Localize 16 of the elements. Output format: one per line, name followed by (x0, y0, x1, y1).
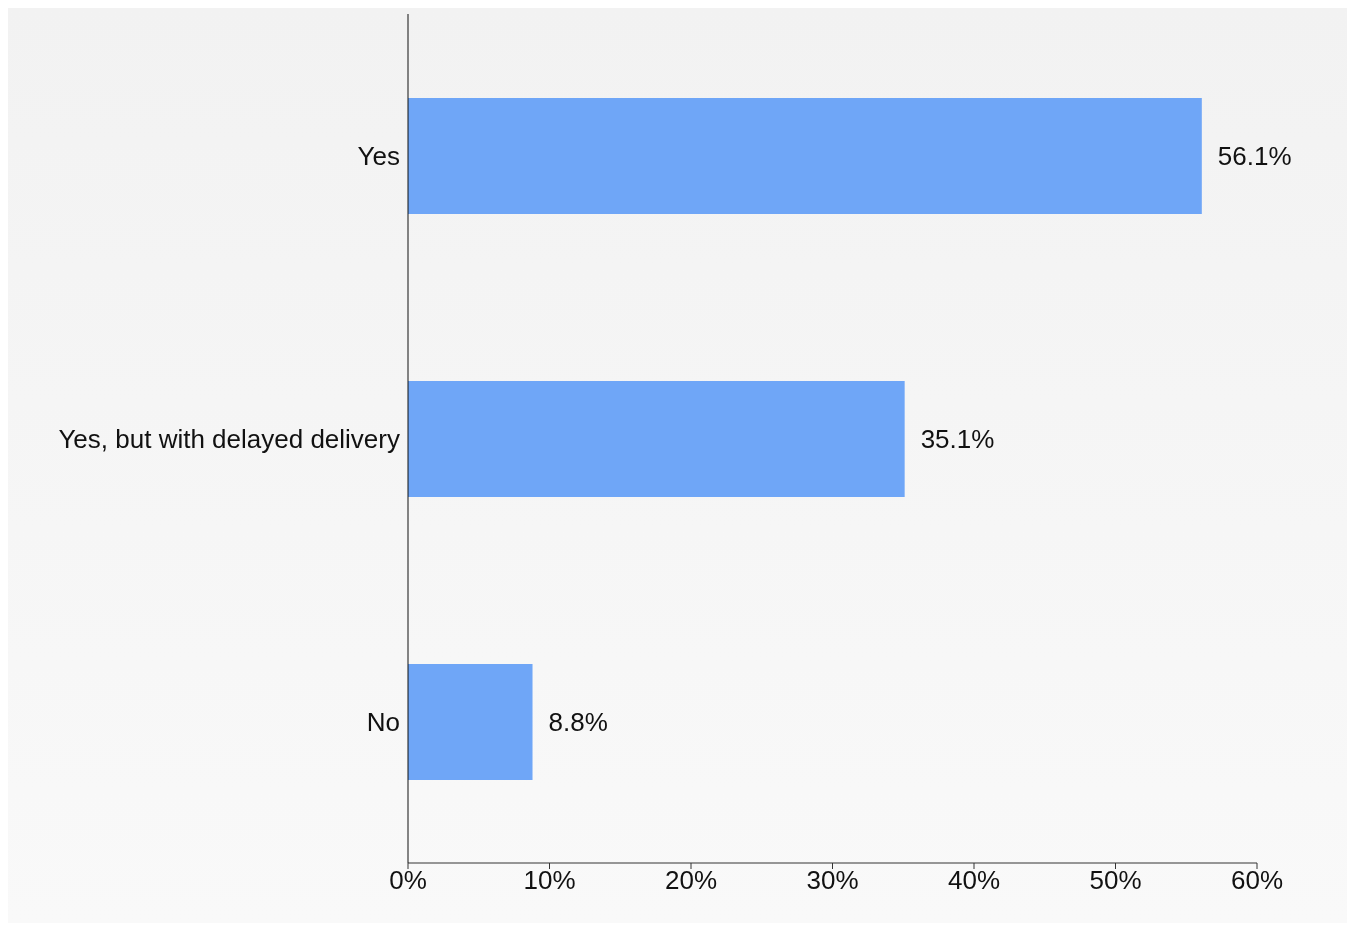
data-label: 8.8% (548, 707, 608, 738)
x-tick-label: 30% (806, 865, 859, 896)
x-tick-label: 40% (947, 865, 1001, 896)
data-label: 35.1% (920, 424, 995, 455)
y-tick-label: No (366, 706, 400, 737)
y-tick-label: Yes, but with delayed delivery (58, 423, 400, 454)
bar (408, 381, 905, 497)
x-tick-label: 0% (389, 865, 427, 896)
x-tick-label: 50% (1089, 865, 1142, 896)
bar (408, 664, 533, 780)
y-tick-label: Yes (357, 140, 400, 171)
x-tick-label: 20% (664, 865, 718, 896)
bar (408, 98, 1202, 214)
x-tick-label: 60% (1230, 865, 1284, 896)
data-label: 56.1% (1217, 141, 1292, 172)
x-tick-label: 10% (523, 865, 576, 896)
